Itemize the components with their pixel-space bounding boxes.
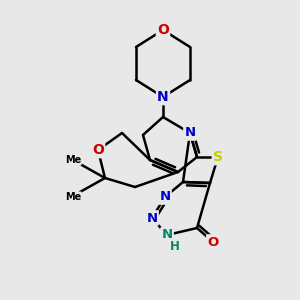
Text: S: S [213,150,223,164]
Text: Me: Me [65,155,81,165]
Text: Me: Me [65,192,81,202]
Text: N: N [184,127,196,140]
Text: H: H [170,241,180,254]
Text: N: N [157,90,169,104]
Text: O: O [92,143,104,157]
Text: O: O [207,236,219,248]
Text: N: N [161,229,172,242]
Text: O: O [157,23,169,37]
Text: N: N [146,212,158,224]
Text: N: N [159,190,171,203]
